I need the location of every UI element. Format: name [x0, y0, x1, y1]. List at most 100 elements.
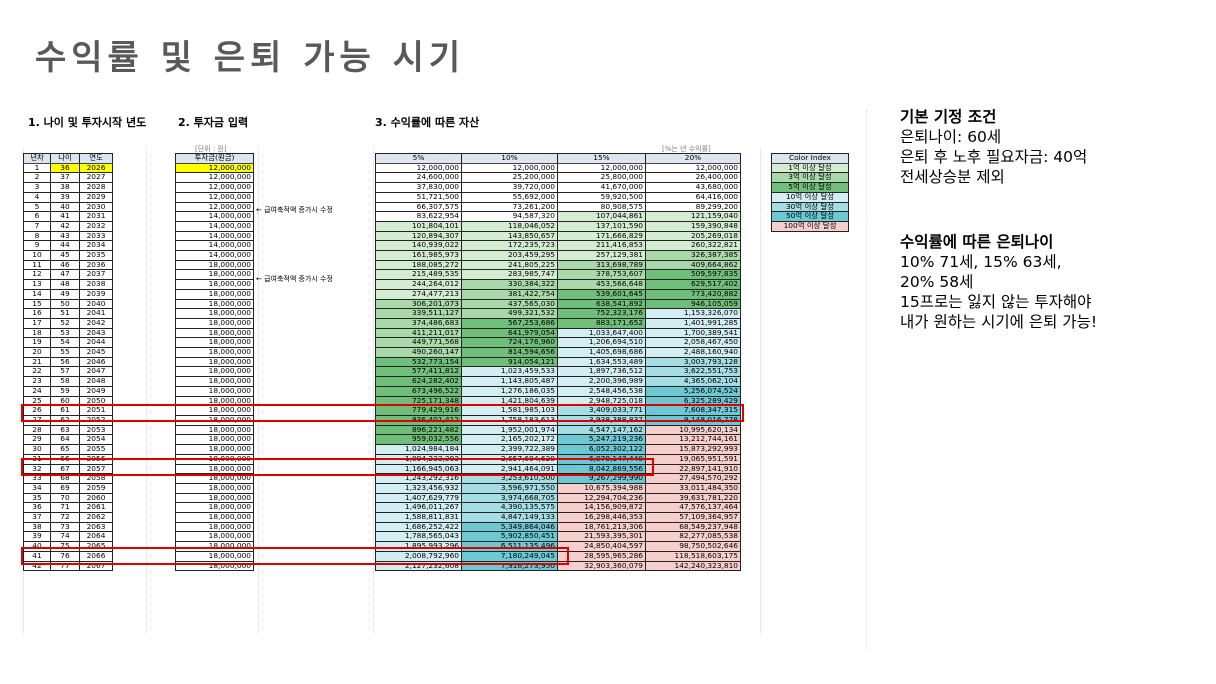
- value-15pct: 28,595,965,286: [557, 550, 646, 562]
- value-5pct: 24,600,000: [375, 172, 462, 184]
- cell-age: 41: [50, 211, 80, 222]
- value-5pct: 449,771,568: [375, 337, 462, 349]
- value-15pct: 211,416,853: [557, 240, 646, 252]
- table-row: 22 57 2047: [23, 366, 113, 378]
- cell-age: 55: [50, 347, 80, 358]
- cell-year-count: 12: [23, 269, 51, 281]
- value-20pct: 1,700,389,541: [645, 327, 741, 339]
- value-10pct: 3,596,971,550: [461, 482, 558, 494]
- value-15pct: 12,000,000: [557, 162, 646, 174]
- table-row: 1,686,252,422 5,349,864,046 18,761,213,306…: [375, 521, 741, 533]
- header-rate-20: 20%: [645, 153, 741, 164]
- color-index-header: Color Index: [771, 153, 849, 164]
- table-row: 624,282,402 1,143,805,487 2,200,396,989 4,3…: [375, 376, 741, 387]
- value-5pct: 374,486,683: [375, 317, 462, 329]
- value-20pct: 260,322,821: [645, 240, 741, 252]
- cell-year: 2036: [79, 259, 113, 271]
- value-10pct: 203,459,295: [461, 250, 558, 261]
- table-row: 339,511,127 499,321,532 752,323,176 1,153,3…: [375, 308, 741, 319]
- retire-by-rate-panel: 수익률에 따른 은퇴나이 10% 71세, 15% 63세, 20% 58세 1…: [900, 232, 1097, 332]
- table-row: 12,000,000: [175, 162, 254, 174]
- value-5pct: 339,511,127: [375, 308, 462, 319]
- cell-year: 2064: [79, 531, 113, 543]
- value-10pct: 283,985,747: [461, 269, 558, 281]
- value-20pct: 33,011,484,350: [645, 482, 741, 494]
- investment-table: 투자금(원금) 12,000,000 12,000,000 12,000,000 12…: [175, 153, 254, 572]
- table-row: 161,985,973 203,459,295 257,129,381 326,387…: [375, 250, 741, 261]
- table-header-row: 년차 나이 연도: [23, 153, 113, 164]
- value-15pct: 14,156,909,872: [557, 502, 646, 514]
- color-index-row: 1억 이상 달성: [771, 162, 849, 174]
- value-10pct: 39,720,000: [461, 182, 558, 193]
- value-5pct: 215,489,535: [375, 269, 462, 281]
- table-row: 18,000,000: [175, 482, 254, 494]
- value-10pct: 73,261,200: [461, 201, 558, 213]
- color-index-row: 100억 이상 달성: [771, 220, 849, 232]
- table-row: 490,260,147 814,594,656 1,405,698,686 2,488…: [375, 347, 741, 358]
- table-row: 12 47 2037: [23, 269, 113, 281]
- assumption-retire-age: 은퇴나이: 60세: [900, 128, 1002, 146]
- table-row: 18,000,000: [175, 521, 254, 533]
- value-15pct: 59,920,500: [557, 191, 646, 203]
- cell-year: 2029: [79, 191, 113, 203]
- cell-age: 71: [50, 502, 80, 514]
- cell-year: 2044: [79, 337, 113, 349]
- table-row: 101,804,101 118,046,052 137,101,590 159,390…: [375, 220, 741, 232]
- table-row: 18,000,000: [175, 298, 254, 310]
- value-20pct: 205,269,018: [645, 230, 741, 242]
- value-15pct: 257,129,381: [557, 250, 646, 261]
- section-investment-heading: 2. 투자금 입력: [178, 116, 249, 129]
- color-index-item: 3억 이상 달성: [771, 172, 849, 184]
- cell-age: 51: [50, 308, 80, 319]
- value-15pct: 313,698,789: [557, 259, 646, 271]
- value-5pct: 244,264,012: [375, 279, 462, 290]
- table-row: 120,894,307 143,850,657 171,666,829 205,269…: [375, 230, 741, 242]
- table-row: 34 69 2059: [23, 482, 113, 494]
- table-row: 2 37 2027: [23, 172, 113, 184]
- value-5pct: 12,000,000: [375, 162, 462, 174]
- cell-investment: 18,000,000: [175, 560, 254, 572]
- table-row: 411,211,017 641,979,054 1,033,647,400 1,700…: [375, 327, 741, 339]
- table-row: 306,201,073 437,565,030 638,541,892 946,105…: [375, 298, 741, 310]
- retire-line-3: 15프로는 잃지 않는 투자해야: [900, 293, 1092, 311]
- cell-year-count: 2: [23, 172, 51, 184]
- cell-year: 2032: [79, 220, 113, 232]
- cell-investment: 18,000,000: [175, 298, 254, 310]
- value-15pct: 1,897,736,512: [557, 366, 646, 378]
- cell-year: 2049: [79, 385, 113, 397]
- cell-investment: 12,000,000: [175, 191, 254, 203]
- table-row: 28 63 2053: [23, 424, 113, 436]
- cell-age: 46: [50, 259, 80, 271]
- table-row: 1,166,945,063 2,941,464,091 8,042,869,556 2…: [375, 463, 741, 475]
- cell-year: 2053: [79, 424, 113, 436]
- section-age-year-heading: 1. 나이 및 투자시작 년도: [28, 116, 147, 129]
- value-10pct: 814,594,656: [461, 347, 558, 358]
- table-row: 18,000,000: [175, 444, 254, 455]
- cell-investment: 18,000,000: [175, 424, 254, 436]
- table-row: 14,000,000: [175, 211, 254, 222]
- value-15pct: 12,294,704,236: [557, 492, 646, 504]
- value-10pct: 330,384,322: [461, 279, 558, 290]
- cell-investment: 18,000,000: [175, 279, 254, 290]
- cell-year-count: 8: [23, 230, 51, 242]
- value-20pct: 2,488,160,940: [645, 347, 741, 358]
- table-row: 18,000,000: [175, 376, 254, 387]
- cell-investment: 18,000,000: [175, 531, 254, 543]
- value-20pct: 326,387,385: [645, 250, 741, 261]
- value-15pct: 539,601,645: [557, 288, 646, 300]
- cell-year: 2030: [79, 201, 113, 213]
- value-15pct: 137,101,590: [557, 220, 646, 232]
- cell-investment: 18,000,000: [175, 482, 254, 494]
- cell-year: 2040: [79, 298, 113, 310]
- table-row: 2,127,232,608 7,916,273,950 32,903,360,079…: [375, 560, 741, 572]
- table-row: 140,939,022 172,235,723 211,416,853 260,322…: [375, 240, 741, 252]
- cell-age: 47: [50, 269, 80, 281]
- cell-age: 73: [50, 521, 80, 533]
- returns-table: 5% 10% 15% 20% 12,000,000 12,000,000 12,00…: [375, 153, 741, 572]
- value-15pct: 41,670,000: [557, 182, 646, 193]
- cell-year-count: 24: [23, 385, 51, 397]
- value-5pct: 1,588,811,831: [375, 512, 462, 523]
- value-15pct: 24,850,404,597: [557, 541, 646, 552]
- cell-age: 36: [50, 162, 80, 174]
- table-row: 532,773,154 914,054,121 1,634,553,489 3,003…: [375, 356, 741, 368]
